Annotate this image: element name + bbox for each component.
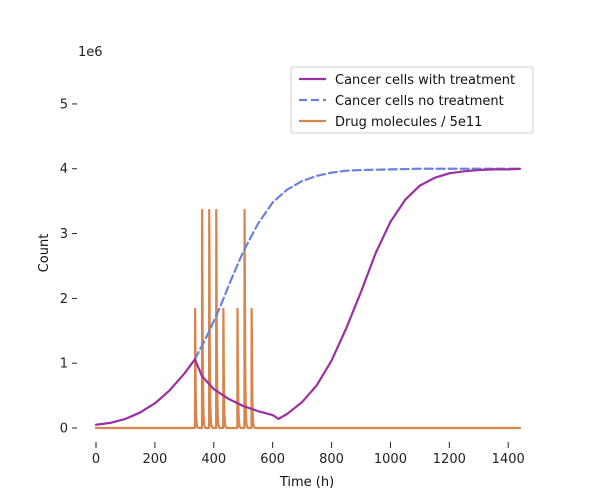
y-tick-label: 1 — [60, 357, 68, 372]
y-tick-label: 0 — [60, 422, 68, 437]
x-axis-label: Time (h) — [279, 475, 334, 490]
y-axis-label: Count — [37, 234, 52, 273]
y-tick-label: 4 — [60, 162, 68, 177]
series-line-drug — [94, 208, 522, 430]
x-tick-label: 600 — [260, 452, 285, 467]
y-axis: 0 1 2 3 4 5 — [60, 97, 77, 437]
x-tick-label: 800 — [319, 452, 344, 467]
series-line-no-treatment — [193, 167, 522, 361]
x-tick-label: 1000 — [374, 452, 407, 467]
x-tick-label: 400 — [201, 452, 226, 467]
x-axis: 0 200 400 600 800 1000 1200 1400 — [92, 442, 525, 467]
x-tick-label: 1400 — [492, 452, 525, 467]
x-tick-label: 200 — [142, 452, 167, 467]
x-tick-label: 1200 — [433, 452, 466, 467]
plot-area — [94, 167, 522, 430]
legend-label: Cancer cells no treatment — [335, 94, 504, 109]
legend-box — [290, 66, 534, 134]
x-tick-label: 0 — [92, 452, 100, 467]
y-tick-label: 3 — [60, 227, 68, 242]
legend-label: Cancer cells with treatment — [335, 73, 515, 88]
y-offset-label: 1e6 — [78, 45, 103, 60]
y-tick-label: 5 — [60, 97, 68, 112]
legend: Cancer cells with treatment Cancer cells … — [290, 66, 534, 134]
y-tick-label: 2 — [60, 292, 68, 307]
legend-label: Drug molecules / 5e11 — [335, 115, 482, 130]
series-line-treatment — [94, 167, 522, 426]
